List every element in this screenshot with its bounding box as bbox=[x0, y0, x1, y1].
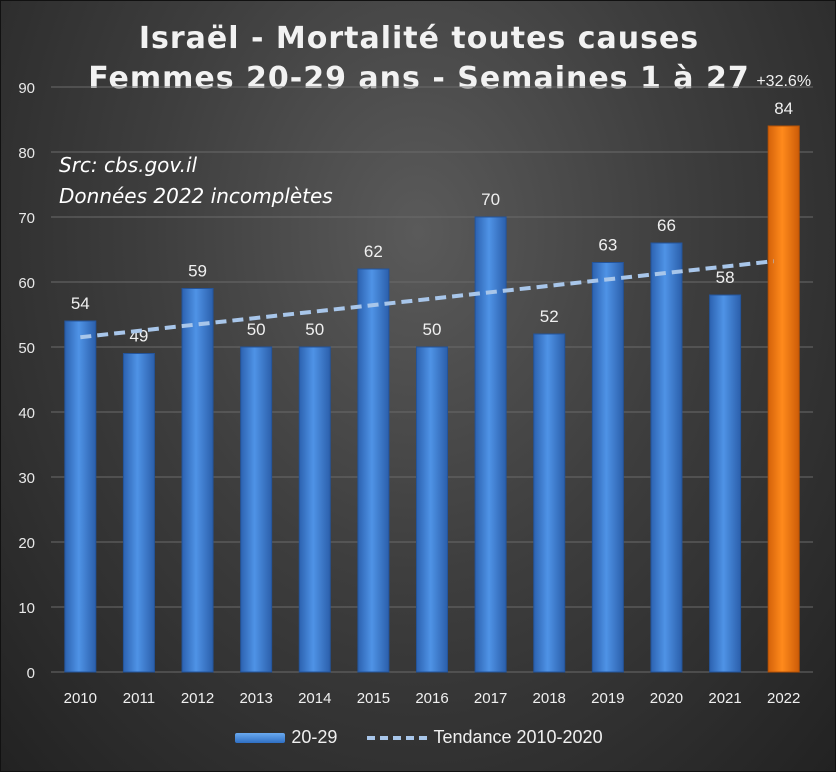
bar bbox=[650, 242, 683, 673]
data-label: 70 bbox=[481, 190, 500, 209]
data-label: 84 bbox=[774, 99, 793, 118]
y-tick-label: 30 bbox=[18, 470, 35, 487]
trend-line bbox=[80, 259, 774, 340]
data-label: 50 bbox=[423, 320, 442, 339]
bar bbox=[767, 125, 800, 673]
x-tick-label: 2017 bbox=[474, 690, 507, 707]
data-label: 66 bbox=[657, 216, 676, 235]
data-label: 52 bbox=[540, 307, 559, 326]
bar bbox=[416, 346, 448, 673]
bar bbox=[709, 294, 742, 673]
x-tick-label: 2015 bbox=[357, 690, 390, 707]
x-tick-label: 2022 bbox=[767, 690, 800, 707]
y-tick-label: 60 bbox=[18, 275, 35, 292]
bar bbox=[64, 320, 97, 673]
chart-subtitle: Femmes 20-29 ans - Semaines 1 à 27 bbox=[88, 61, 750, 96]
data-label: 58 bbox=[716, 268, 735, 287]
legend-bar-swatch bbox=[235, 732, 286, 743]
y-tick-label: 80 bbox=[18, 145, 35, 162]
data-label: 59 bbox=[188, 262, 207, 281]
legend-item-bars: 20-29 bbox=[235, 727, 337, 748]
data-label: 63 bbox=[598, 236, 617, 255]
y-tick-label: 40 bbox=[18, 405, 35, 422]
x-tick-label: 2012 bbox=[181, 690, 214, 707]
x-tick-label: 2020 bbox=[650, 690, 683, 707]
bar bbox=[298, 346, 331, 673]
legend-item-trend: Tendance 2010-2020 bbox=[367, 727, 603, 748]
x-tick-label: 2018 bbox=[533, 690, 566, 707]
bar bbox=[474, 216, 507, 673]
x-tick-label: 2019 bbox=[591, 690, 624, 707]
chart-title: Israël - Mortalité toutes causes bbox=[138, 21, 700, 56]
bar bbox=[357, 268, 390, 673]
bar bbox=[122, 353, 155, 673]
legend: 20-29 Tendance 2010-2020 bbox=[1, 727, 836, 748]
y-tick-label: 10 bbox=[18, 600, 35, 617]
x-tick-label: 2016 bbox=[415, 690, 448, 707]
data-label: 50 bbox=[247, 320, 266, 339]
x-tick-label: 2010 bbox=[64, 690, 97, 707]
y-tick-label: 50 bbox=[18, 340, 35, 357]
data-label: 50 bbox=[305, 320, 324, 339]
data-note: Données 2022 incomplètes bbox=[59, 184, 333, 208]
y-tick-label: 90 bbox=[18, 80, 35, 97]
data-label: 62 bbox=[364, 242, 383, 261]
source-note: Src: cbs.gov.il bbox=[59, 153, 198, 177]
x-tick-label: 2013 bbox=[239, 690, 272, 707]
bar bbox=[240, 346, 273, 673]
x-tick-label: 2021 bbox=[708, 690, 741, 707]
legend-label-trend: Tendance 2010-2020 bbox=[433, 727, 603, 747]
legend-label-series: 20-29 bbox=[291, 727, 338, 747]
highlight-annotation: +32.6% bbox=[756, 73, 811, 90]
legend-trend-swatch bbox=[367, 735, 428, 740]
x-tick-label: 2011 bbox=[123, 690, 155, 707]
y-tick-label: 20 bbox=[18, 535, 35, 552]
bar bbox=[181, 288, 214, 673]
y-tick-label: 0 bbox=[27, 665, 35, 682]
data-label: 54 bbox=[71, 294, 90, 313]
bar bbox=[533, 333, 566, 673]
y-tick-label: 70 bbox=[18, 210, 35, 227]
x-tick-label: 2014 bbox=[298, 690, 331, 707]
bar bbox=[591, 262, 624, 673]
